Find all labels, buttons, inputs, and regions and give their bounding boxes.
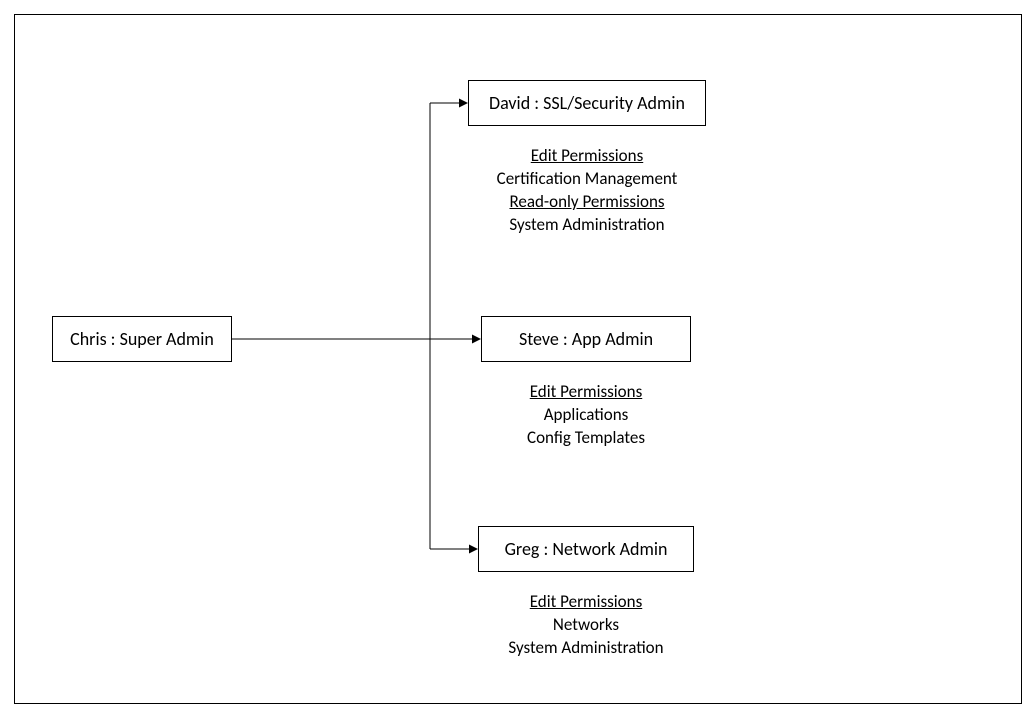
edges xyxy=(0,0,1036,718)
